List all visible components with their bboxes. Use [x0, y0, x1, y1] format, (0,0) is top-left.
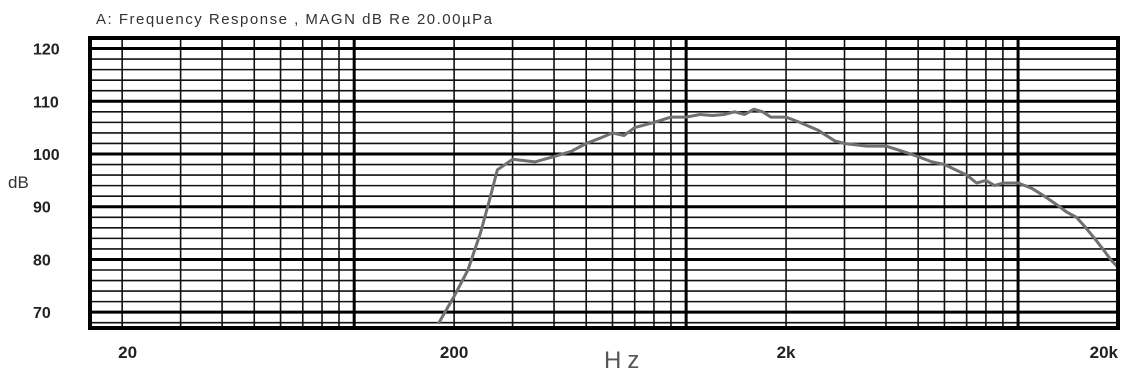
frequency-response-line [437, 107, 1120, 325]
y-tick-labels: 120 110 100 90 80 70 [33, 42, 60, 323]
y-tick-label: 110 [33, 94, 59, 111]
y-tick-label: 70 [33, 305, 51, 322]
x-tick-label: 20 [118, 343, 137, 362]
chart-title: A: Frequency Response , MAGN dB Re 20.00… [96, 11, 493, 28]
y-axis-label: dB [8, 173, 29, 192]
x-axis-label: Hz [604, 347, 645, 374]
x-tick-labels: 20 200 2k 20k [118, 343, 1118, 362]
x-tick-label: 2k [777, 343, 796, 362]
series-layer [437, 107, 1120, 325]
y-tick-label: 120 [33, 42, 60, 59]
y-tick-label: 100 [33, 147, 60, 164]
plot-frame [88, 36, 1120, 330]
y-tick-label: 90 [33, 200, 51, 217]
major-grid [90, 38, 1118, 328]
x-tick-label: 200 [440, 343, 468, 362]
x-tick-label: 20k [1090, 343, 1119, 362]
minor-grid [90, 37, 1119, 328]
y-tick-label: 80 [33, 252, 51, 269]
